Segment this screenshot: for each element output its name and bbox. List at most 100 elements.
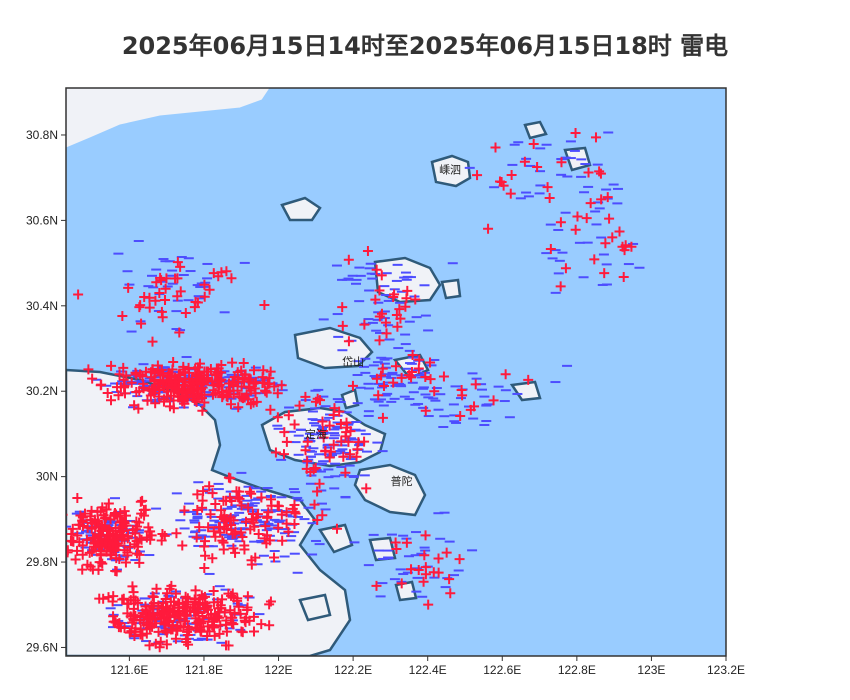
positive-strike — [209, 608, 220, 619]
positive-strike — [215, 522, 226, 533]
positive-strike — [182, 626, 193, 637]
positive-strike — [294, 400, 305, 411]
positive-strike — [146, 530, 157, 541]
positive-strike — [136, 508, 147, 519]
positive-strike — [241, 516, 252, 527]
positive-strike — [99, 520, 110, 531]
positive-strike — [110, 565, 121, 576]
positive-strike — [347, 380, 358, 391]
positive-strike — [153, 626, 164, 637]
positive-strike — [170, 633, 181, 644]
positive-strike — [118, 362, 129, 373]
positive-strike — [302, 456, 313, 467]
positive-strike — [433, 567, 444, 578]
positive-strike — [123, 282, 134, 293]
positive-strike — [182, 593, 193, 604]
positive-strike — [207, 488, 218, 499]
positive-strike — [340, 431, 351, 442]
positive-strike — [159, 607, 170, 618]
positive-strike — [108, 591, 119, 602]
lon-tick-label: 123.2E — [707, 663, 745, 677]
positive-strike — [192, 505, 203, 516]
positive-strike — [376, 308, 387, 319]
positive-strike — [392, 321, 403, 332]
positive-strike — [194, 522, 205, 533]
positive-strike — [165, 401, 176, 412]
positive-strike — [242, 591, 253, 602]
positive-strike — [269, 381, 280, 392]
positive-strike — [208, 586, 219, 597]
positive-strike — [519, 156, 530, 167]
positive-strike — [164, 583, 175, 594]
positive-strike — [555, 281, 566, 292]
positive-strike — [102, 387, 113, 398]
positive-strike — [305, 467, 316, 478]
positive-strike — [343, 336, 354, 347]
positive-strike — [135, 369, 146, 380]
putuo-island — [353, 463, 427, 517]
positive-strike — [454, 554, 465, 565]
map-frame — [65, 87, 727, 657]
positive-strike — [165, 371, 176, 382]
positive-strike — [205, 509, 216, 520]
positive-strike — [500, 369, 511, 380]
positive-strike — [160, 283, 171, 294]
positive-strike — [345, 449, 356, 460]
positive-strike — [203, 522, 214, 533]
positive-strike — [198, 486, 209, 497]
positive-strike — [595, 168, 606, 179]
positive-strike — [225, 399, 236, 410]
positive-strike — [81, 534, 92, 545]
positive-strike — [135, 629, 146, 640]
lat-tick-label: 30.8N — [26, 128, 58, 142]
positive-strike — [225, 385, 236, 396]
positive-strike — [221, 524, 232, 535]
positive-strike — [226, 590, 237, 601]
positive-strike — [260, 521, 271, 532]
positive-strike — [209, 622, 220, 633]
positive-strike — [281, 518, 292, 529]
positive-strike — [236, 381, 247, 392]
positive-strike — [287, 503, 298, 514]
positive-strike — [84, 547, 95, 558]
positive-strike — [328, 439, 339, 450]
positive-strike — [136, 534, 147, 545]
positive-strike — [103, 498, 114, 509]
positive-strike — [131, 387, 142, 398]
positive-strike — [120, 510, 131, 521]
positive-strike — [152, 360, 163, 371]
positive-strike — [200, 550, 211, 561]
positive-strike — [602, 192, 613, 203]
positive-strike — [77, 549, 88, 560]
positive-strike — [192, 489, 203, 500]
positive-strike — [556, 157, 567, 168]
positive-strike — [128, 614, 139, 625]
positive-strike — [248, 611, 259, 622]
positive-strike — [394, 304, 405, 315]
positive-strike — [259, 299, 270, 310]
positive-strike — [114, 553, 125, 564]
shengsi-island — [430, 154, 472, 188]
positive-strike — [419, 550, 430, 561]
positive-strike — [248, 365, 259, 376]
positive-strike — [189, 602, 200, 613]
positive-strike — [257, 372, 268, 383]
positive-strike — [227, 357, 238, 368]
latitude-axis: 30.8N 30.6N 30.4N 30.2N 30N 29.8N 29.6N — [26, 128, 66, 654]
positive-strike — [401, 537, 412, 548]
positive-strike — [228, 619, 239, 630]
positive-strike — [177, 540, 188, 551]
positive-strike — [404, 370, 415, 381]
positive-strike — [136, 318, 147, 329]
positive-strike — [107, 528, 118, 539]
positive-strike — [184, 624, 195, 635]
positive-strike — [441, 547, 452, 558]
positive-strike — [256, 619, 267, 630]
positive-strike — [488, 395, 499, 406]
positive-strike — [150, 398, 161, 409]
positive-strike — [210, 498, 221, 509]
positive-strike — [157, 312, 168, 323]
positive-strike — [228, 543, 239, 554]
positive-strike — [312, 514, 323, 525]
